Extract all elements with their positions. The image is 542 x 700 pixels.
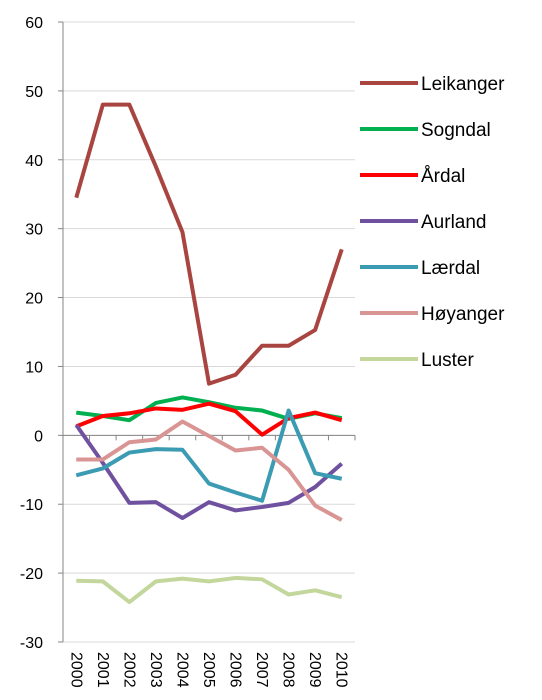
x-tick-label: 2000	[67, 652, 84, 688]
series-line	[76, 419, 343, 522]
series-line	[76, 575, 343, 605]
legend-label: Årdal	[421, 166, 465, 187]
y-tick-label: -30	[20, 635, 43, 652]
legend-label: Høyanger	[421, 304, 505, 325]
series-line	[75, 408, 343, 503]
x-tick-label: 2002	[120, 652, 137, 688]
y-tick-label: 10	[25, 359, 43, 376]
x-tick-label: 2003	[147, 652, 164, 688]
y-tick-label: -10	[20, 497, 43, 514]
y-tick-label: -20	[20, 566, 43, 583]
series-line	[74, 102, 344, 386]
x-tick-label: 2005	[200, 652, 217, 688]
series-line	[74, 423, 344, 520]
y-tick-label: 50	[25, 84, 43, 101]
legend-label: Lærdal	[421, 258, 480, 279]
x-tick-label: 2007	[253, 652, 270, 688]
x-tick-label: 2009	[306, 652, 323, 688]
legend-label: Leikanger	[421, 74, 505, 95]
y-tick-label: 40	[25, 153, 43, 170]
y-tick-label: 0	[34, 428, 43, 445]
legend-label: Sogndal	[421, 120, 491, 141]
x-tick-label: 2001	[94, 652, 111, 688]
y-tick-label: 30	[25, 222, 43, 239]
x-tick-label: 2008	[280, 652, 297, 688]
x-tick-label: 2010	[333, 652, 350, 688]
legend-label: Aurland	[421, 212, 487, 233]
y-tick-label: 60	[25, 15, 43, 32]
series-line	[75, 401, 343, 437]
y-tick-label: 20	[25, 291, 43, 308]
x-tick-label: 2006	[227, 652, 244, 688]
legend-label: Luster	[421, 350, 474, 371]
x-tick-label: 2004	[173, 652, 190, 688]
